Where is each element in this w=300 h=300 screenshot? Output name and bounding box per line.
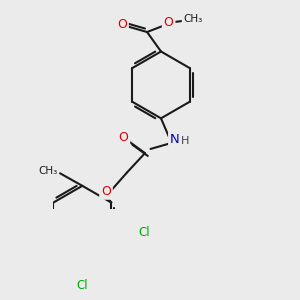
Text: H: H	[181, 136, 189, 146]
Text: Cl: Cl	[138, 226, 150, 239]
Text: O: O	[164, 16, 174, 29]
Text: Cl: Cl	[76, 279, 88, 292]
Text: O: O	[117, 18, 127, 31]
Text: O: O	[118, 131, 128, 144]
Text: N: N	[170, 133, 180, 146]
Text: CH₃: CH₃	[183, 14, 202, 25]
Text: CH₃: CH₃	[38, 166, 57, 176]
Text: O: O	[101, 185, 111, 198]
